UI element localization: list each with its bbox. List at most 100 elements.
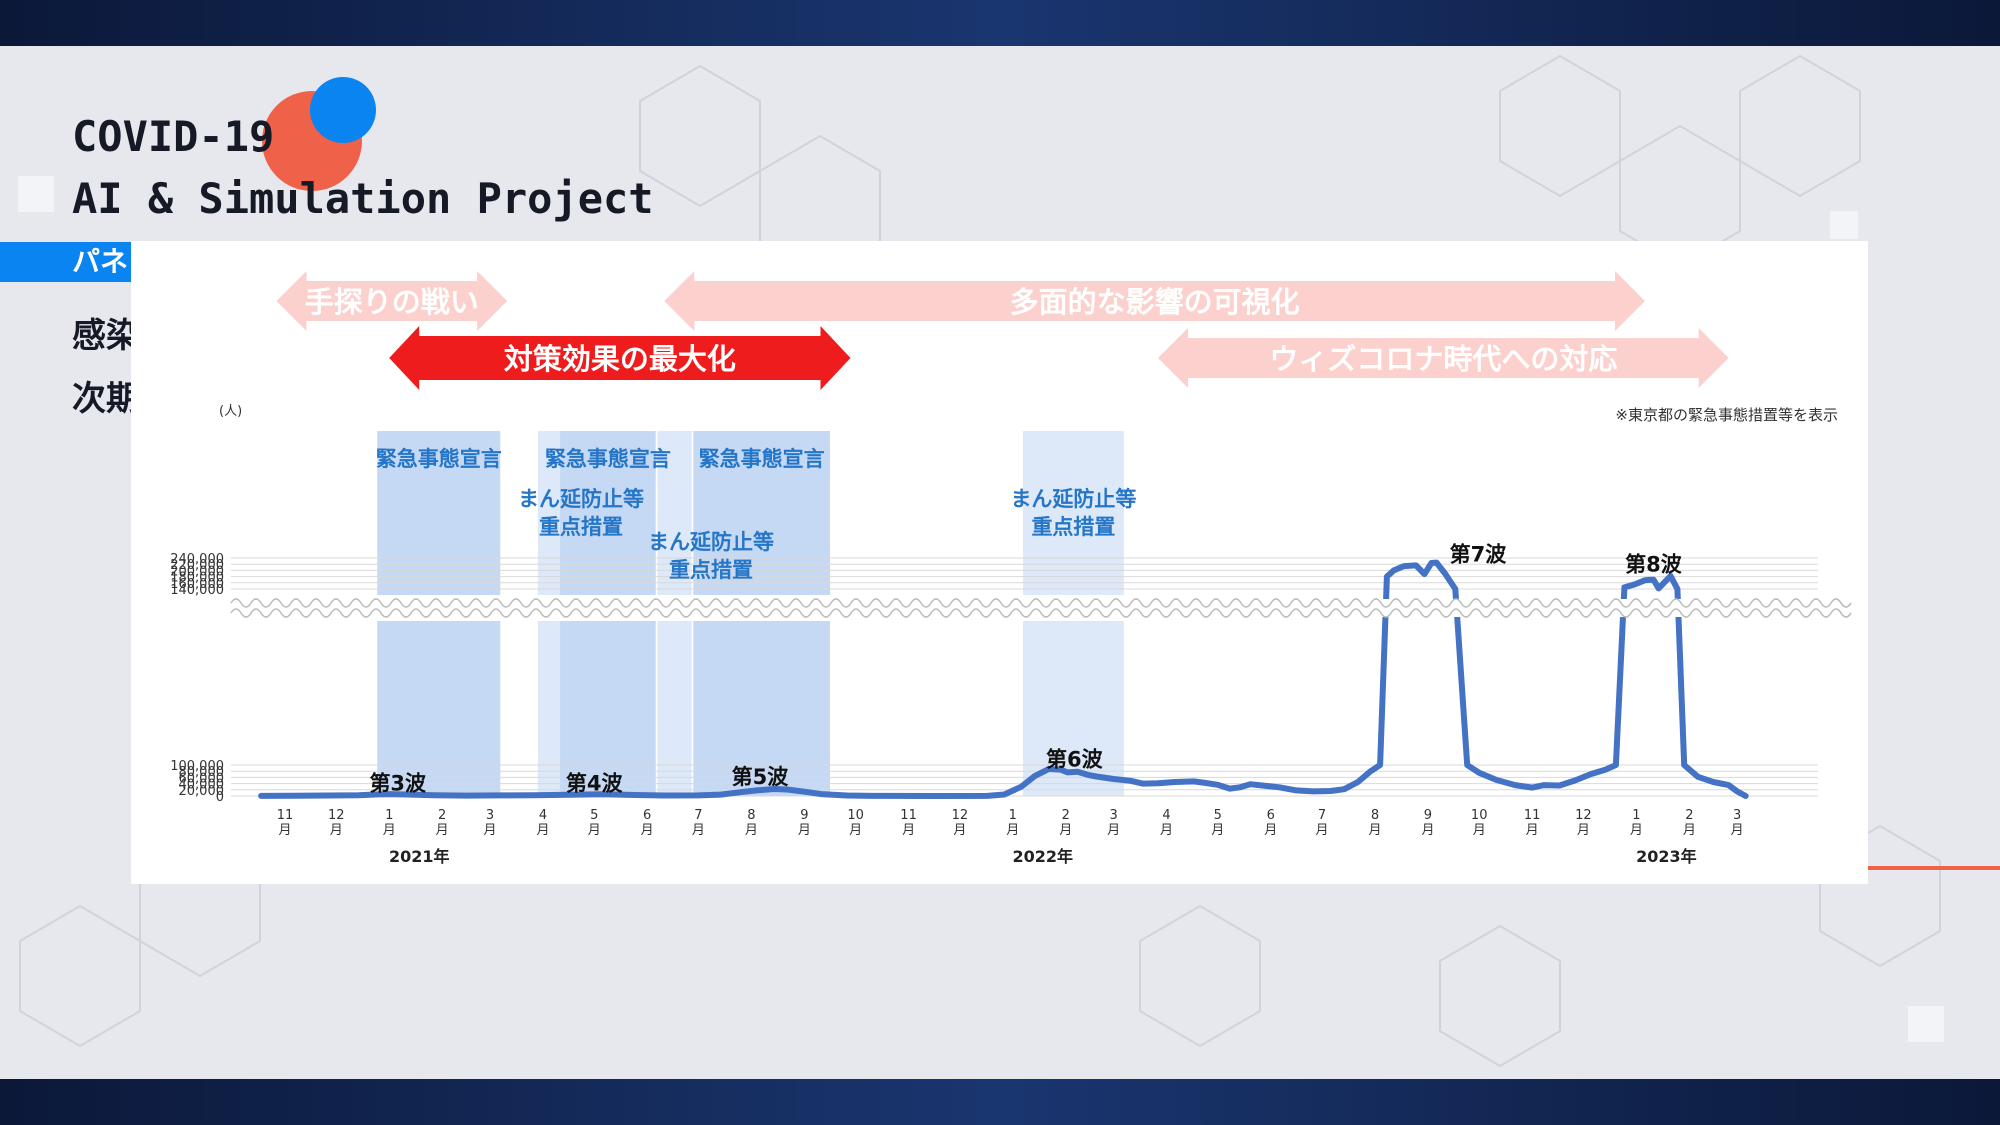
x-tick-label: 9 [1424,808,1432,823]
banner-arrow-pink [1158,328,1729,388]
y-tick-label: 0 [216,790,224,805]
x-tick-label: 12 [952,808,969,823]
section-tag: パネ [0,242,135,282]
x-tick-label: 1 [385,808,393,823]
x-tick-label: 月 [330,823,343,838]
x-tick-label: 月 [953,823,966,838]
x-tick-label: 7 [694,808,702,823]
x-tick-label: 月 [383,823,396,838]
x-tick-label: 3 [486,808,494,823]
body-text-line-1: 感染 [72,316,132,356]
banner-label: ウィズコロナ時代への対応 [1269,342,1617,376]
series-line [258,559,1749,799]
x-tick-label: 6 [1267,808,1275,823]
chart-note: ※東京都の緊急事態措置等を表示 [1615,406,1838,424]
x-tick-label: 月 [1731,823,1744,838]
x-tick-label: 11 [277,808,294,823]
wave-label: 第4波 [566,771,624,795]
x-tick-label: 12 [328,808,345,823]
y-tick-label: 20,000 [179,784,225,799]
year-label: 2022年 [1013,847,1074,866]
x-tick-label: 月 [1006,823,1019,838]
x-tick-label: 月 [588,823,601,838]
chart-labels: 緊急事態宣言まん延防止等重点措置緊急事態宣言まん延防止等重点措置緊急事態宣言まん… [170,404,1838,866]
project-title: COVID-19 AI & Simulation Project [72,106,654,230]
measure-period-label: まん延防止等 [648,530,774,554]
x-tick-label: 12 [1575,808,1592,823]
measure-period-label: 重点措置 [539,515,623,539]
banner-arrow-pink [664,271,1645,331]
banner-label: 手探りの戦い [305,285,479,319]
x-tick-label: 月 [849,823,862,838]
top-background-band [0,0,2000,46]
y-tick-label: 240,000 [170,552,224,567]
wave-label: 第3波 [369,771,427,795]
x-tick-label: 月 [1211,823,1224,838]
x-tick-label: 9 [800,808,808,823]
x-tick-label: 月 [1473,823,1486,838]
y-tick-label: 80,000 [179,765,225,780]
y-tick-label: 180,000 [170,571,224,586]
x-tick-label: 11 [1524,808,1541,823]
x-tick-label: 10 [847,808,864,823]
x-tick-label: 8 [747,808,755,823]
x-tick-label: 7 [1318,808,1326,823]
measure-period-label: まん延防止等 [518,487,644,511]
banner-arrow-pink [276,271,508,331]
x-tick-label: 月 [278,823,291,838]
x-tick-label: 月 [902,823,915,838]
wave-label: 第7波 [1450,542,1508,566]
x-tick-label: 5 [1214,808,1222,823]
measure-period-label: 重点措置 [1031,515,1115,539]
wave-label: 第5波 [732,765,790,789]
x-tick-label: 月 [1421,823,1434,838]
x-tick-label: 2 [1685,808,1693,823]
x-tick-label: 月 [1107,823,1120,838]
x-tick-label: 6 [643,808,651,823]
accent-red-rule [1868,866,2000,870]
x-tick-label: 月 [1160,823,1173,838]
year-label: 2023年 [1636,847,1697,866]
x-tick-label: 月 [1630,823,1643,838]
x-tick-label: 月 [436,823,449,838]
x-tick-label: 月 [1059,823,1072,838]
x-tick-label: 月 [536,823,549,838]
y-tick-label: 140,000 [170,583,224,598]
x-tick-label: 月 [1316,823,1329,838]
x-tick-label: 月 [692,823,705,838]
banner-label: 対策効果の最大化 [504,342,736,376]
x-tick-label: 2 [1062,808,1070,823]
x-tick-label: 11 [900,808,917,823]
wave-label: 第6波 [1046,748,1104,772]
bottom-background-band [0,1079,2000,1125]
x-tick-label: 月 [745,823,758,838]
y-tick-label: 220,000 [170,558,224,573]
x-tick-label: 月 [1264,823,1277,838]
logo-blue-circle [310,77,376,143]
x-tick-label: 10 [1471,808,1488,823]
x-tick-label: 1 [1632,808,1640,823]
y-tick-label: 160,000 [170,577,224,592]
measure-period-label: まん延防止等 [1010,487,1136,511]
measure-period-label: 緊急事態宣言 [699,447,825,471]
banner-label: 多面的な影響の可視化 [1010,285,1300,319]
axis-break-series-mask [231,599,1838,617]
axis-break-wave [230,608,1852,618]
x-tick-label: 5 [590,808,598,823]
x-tick-label: 月 [798,823,811,838]
title-line-2: AI & Simulation Project [72,174,654,223]
body-text-line-2: 次期 [72,379,132,419]
chart-panel: 手探りの戦い 多面的な影響の可視化対策効果の最大化 ウィズコロナ時代への対応 緊急事… [131,241,1868,884]
title-line-1: COVID-19 [72,112,275,161]
axis-break-wave [230,598,1852,608]
year-label: 2021年 [389,847,450,866]
banner-arrow-red [389,326,851,390]
x-tick-label: 月 [1683,823,1696,838]
x-tick-label: 月 [1368,823,1381,838]
measure-period-label: 緊急事態宣言 [545,447,671,471]
y-tick-label: 200,000 [170,564,224,579]
y-unit-label: (人) [219,404,242,419]
x-tick-label: 月 [1577,823,1590,838]
